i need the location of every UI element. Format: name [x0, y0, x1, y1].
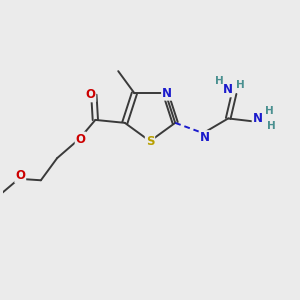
Text: N: N — [200, 131, 210, 144]
Text: H: H — [265, 106, 274, 116]
Text: S: S — [146, 135, 154, 148]
Text: H: H — [236, 80, 244, 90]
Text: H: H — [215, 76, 224, 86]
Text: N: N — [253, 112, 262, 125]
Text: O: O — [85, 88, 95, 101]
Text: N: N — [223, 83, 233, 96]
Text: O: O — [15, 169, 25, 182]
Text: O: O — [76, 133, 85, 146]
Text: N: N — [162, 87, 172, 100]
Text: H: H — [266, 121, 275, 131]
